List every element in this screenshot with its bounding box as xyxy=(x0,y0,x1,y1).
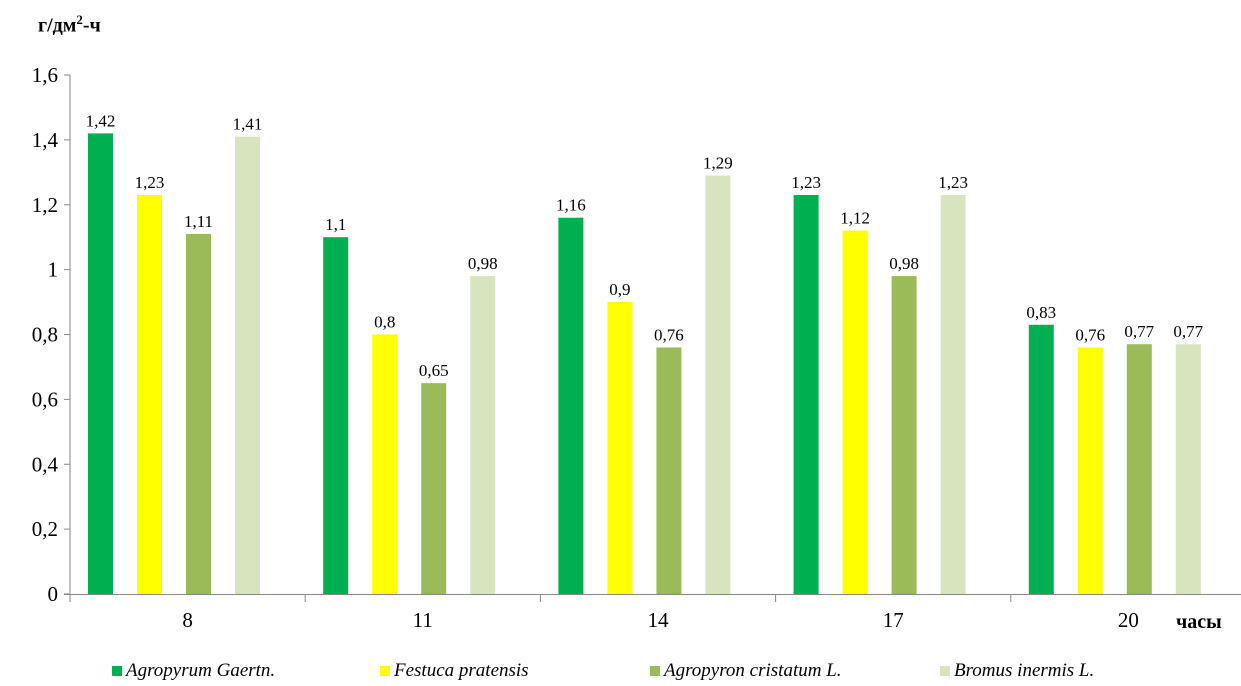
x-tick-label: 11 xyxy=(413,608,433,632)
bar xyxy=(891,276,917,594)
y-axis-title: г/дм2-ч xyxy=(38,12,101,37)
y-tick-label: 0,8 xyxy=(32,323,58,347)
legend-label: Agropyron cristatum L. xyxy=(664,660,842,681)
x-tick-label: 20 xyxy=(1118,608,1139,632)
bar xyxy=(842,230,868,594)
y-tick-label: 1,2 xyxy=(32,193,58,217)
bar xyxy=(1175,344,1201,594)
y-tick-label: 1 xyxy=(48,258,59,282)
bar xyxy=(940,195,966,595)
data-label: 1,1 xyxy=(325,215,346,234)
y-tick-label: 0,4 xyxy=(32,452,59,476)
bar xyxy=(558,217,584,594)
data-label: 0,76 xyxy=(1075,325,1105,344)
data-label: 0,98 xyxy=(889,254,919,273)
bar xyxy=(1077,347,1103,594)
bar xyxy=(1028,324,1054,594)
bar xyxy=(372,334,398,594)
x-tick-label: 8 xyxy=(182,608,193,632)
data-label: 0,65 xyxy=(419,361,449,380)
x-tick-label: 14 xyxy=(648,608,670,632)
bar xyxy=(470,276,496,594)
data-label: 1,12 xyxy=(840,209,870,228)
x-axis-title: часы xyxy=(1176,611,1222,633)
bar xyxy=(607,302,633,594)
bar xyxy=(323,237,349,594)
legend-item: Bromus inermis L. xyxy=(940,660,1094,682)
legend-swatch xyxy=(940,666,950,676)
legend-swatch xyxy=(380,666,390,676)
bar xyxy=(88,133,113,594)
legend-item: Agropyrum Gaertn. xyxy=(112,660,275,682)
bar xyxy=(235,136,260,594)
data-label: 1,23 xyxy=(135,173,165,192)
legend-swatch xyxy=(112,666,122,676)
y-tick-label: 0,2 xyxy=(32,517,58,541)
legend-item: Agropyron cristatum L. xyxy=(650,660,842,682)
bar xyxy=(705,175,731,594)
y-tick-label: 1,4 xyxy=(32,128,59,152)
bar xyxy=(1126,344,1152,594)
data-label: 1,29 xyxy=(703,154,733,173)
data-label: 1,42 xyxy=(86,111,116,130)
data-label: 0,77 xyxy=(1173,322,1203,341)
data-label: 1,23 xyxy=(791,173,821,192)
y-tick-label: 0,6 xyxy=(32,387,58,411)
legend-label: Bromus inermis L. xyxy=(954,660,1095,681)
data-label: 1,16 xyxy=(556,196,586,215)
legend-swatch xyxy=(650,666,660,676)
bar-chart: 00,20,40,60,811,21,41,68 11 14 17 201,421,11… xyxy=(32,63,1241,632)
data-label: 0,9 xyxy=(609,280,630,299)
data-label: 0,8 xyxy=(374,313,395,332)
legend: Agropyrum Gaertn. Festuca pratensis Agropy… xyxy=(112,660,1192,684)
bar xyxy=(793,195,819,595)
data-label: 0,76 xyxy=(654,325,684,344)
legend-item: Festuca pratensis xyxy=(380,660,529,682)
legend-label: Festuca pratensis xyxy=(394,660,529,681)
bar xyxy=(137,195,162,595)
y-tick-label: 1,6 xyxy=(32,63,58,87)
bar xyxy=(186,233,211,594)
legend-label: Agropyrum Gaertn. xyxy=(126,660,276,681)
y-tick-label: 0 xyxy=(48,582,59,606)
bar xyxy=(656,347,682,594)
bar xyxy=(421,383,447,594)
x-tick-label: 17 xyxy=(883,608,904,632)
data-label: 0,98 xyxy=(468,254,498,273)
data-label: 1,41 xyxy=(233,115,263,134)
data-label: 1,23 xyxy=(938,173,968,192)
data-label: 0,77 xyxy=(1124,322,1154,341)
data-label: 1,11 xyxy=(184,212,213,231)
data-label: 0,83 xyxy=(1026,303,1056,322)
